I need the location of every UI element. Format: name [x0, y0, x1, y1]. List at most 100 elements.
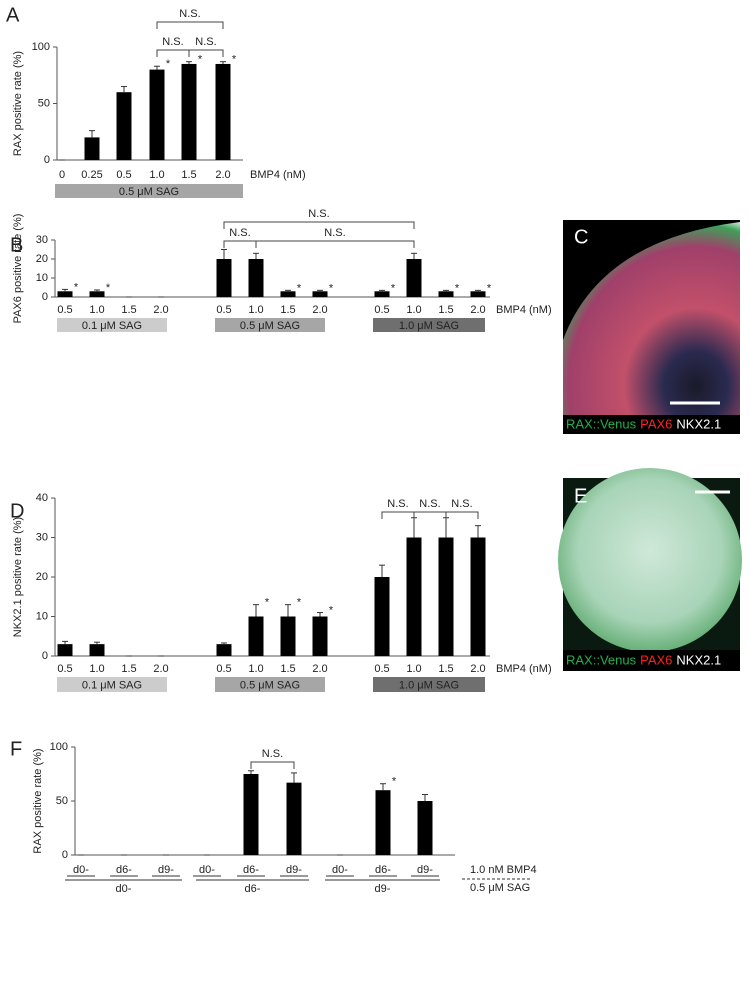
x-tick-label: d6-: [243, 864, 259, 876]
significance-star: *: [329, 282, 334, 294]
group-box: [57, 677, 167, 692]
group-label: 1.0 μM SAG: [399, 679, 459, 691]
x-tick-label: 1.0: [89, 663, 104, 675]
significance-star: *: [198, 54, 203, 66]
condition-label: 0.5 μM SAG: [470, 882, 530, 894]
y-axis-label: RAX positive rate (%): [32, 748, 44, 853]
group-label: d9-: [375, 883, 391, 895]
x-tick-label: 0.5: [57, 304, 72, 316]
bracket-label: N.S.: [308, 208, 329, 220]
bar: [57, 644, 73, 656]
bar: [243, 774, 259, 855]
bar: [216, 644, 232, 656]
significance-star: *: [392, 776, 397, 788]
bracket: [255, 240, 415, 248]
panel-letter: D: [10, 500, 24, 522]
panel-letter: F: [10, 738, 22, 760]
bar: [280, 291, 296, 297]
x-tick-label: 2.0: [470, 304, 485, 316]
y-tick-label: 10: [36, 610, 48, 622]
bar: [280, 616, 296, 656]
image-c-legend: [563, 415, 740, 434]
x-tick-label: 1.0: [149, 169, 164, 181]
bar: [116, 92, 132, 160]
y-tick-label: 50: [38, 97, 50, 109]
group-label: 1.0 μM SAG: [399, 320, 459, 332]
group-box: [373, 318, 485, 332]
bracket: [250, 761, 295, 769]
bar: [374, 577, 390, 656]
y-tick-label: 30: [36, 234, 48, 246]
y-tick-label: 20: [36, 571, 48, 583]
image-c: [563, 222, 740, 415]
channel-label: NKX2.1: [676, 416, 721, 431]
bracket: [156, 21, 224, 29]
y-tick-label: 100: [50, 741, 68, 753]
x-tick-label: 0.5: [374, 663, 389, 675]
bar: [438, 291, 454, 297]
x-tick-label: 0.5: [216, 304, 231, 316]
condition-label: 1.0 nM BMP4: [470, 864, 537, 876]
y-tick-label: 100: [32, 41, 50, 53]
x-tick-label: 2.0: [215, 169, 230, 181]
x-tick-label: d0-: [332, 864, 348, 876]
x-tick-label: 2.0: [312, 304, 327, 316]
y-tick-label: 20: [36, 253, 48, 265]
x-axis-label: BMP4 (nM): [496, 304, 552, 316]
significance-star: *: [391, 282, 396, 294]
x-tick-label: d0-: [199, 864, 215, 876]
bar: [149, 69, 165, 160]
y-tick-label: 0: [42, 650, 48, 662]
bar: [417, 801, 433, 855]
x-tick-label: 0.25: [81, 169, 102, 181]
bar: [215, 63, 231, 161]
y-tick-label: 50: [56, 795, 68, 807]
image-e: [558, 468, 742, 652]
bracket-label: N.S.: [419, 498, 440, 510]
bar: [406, 259, 422, 297]
group-label: d6-: [245, 883, 261, 895]
x-tick-label: 0: [59, 169, 65, 181]
bar: [470, 291, 486, 297]
x-tick-label: d6-: [116, 864, 132, 876]
group-label: 0.5 μM SAG: [240, 679, 300, 691]
x-tick-label: d9-: [158, 864, 174, 876]
group-label: 0.5 μM SAG: [119, 186, 179, 198]
x-tick-label: 1.0: [248, 304, 263, 316]
bar: [57, 291, 73, 297]
channel-label: NKX2.1: [676, 652, 721, 667]
bracket: [445, 511, 479, 519]
x-axis-label: BMP4 (nM): [250, 169, 306, 181]
x-tick-label: 2.0: [153, 304, 168, 316]
y-axis-label: NKX2.1 positive rate (%): [12, 517, 24, 637]
panel-letter: C: [574, 226, 588, 248]
x-tick-label: 1.0: [406, 663, 421, 675]
y-tick-label: 0: [42, 291, 48, 303]
channel-label: PAX6: [640, 652, 672, 667]
y-tick-label: 0: [44, 154, 50, 166]
bar: [406, 537, 422, 656]
y-tick-label: 40: [36, 492, 48, 504]
x-tick-label: d6-: [375, 864, 391, 876]
bar: [286, 782, 302, 855]
bar: [470, 537, 486, 656]
group-box: [55, 184, 243, 198]
significance-star: *: [74, 281, 79, 293]
significance-star: *: [329, 604, 334, 616]
bar: [374, 291, 390, 297]
panel-letter: B: [10, 234, 23, 256]
bar: [89, 291, 105, 297]
y-axis-label: PAX6 positive rate (%): [12, 214, 24, 324]
x-tick-label: 1.5: [121, 663, 136, 675]
group-box: [373, 677, 485, 692]
bar: [375, 790, 391, 855]
bracket: [188, 49, 224, 57]
bar: [89, 644, 105, 656]
bracket-label: N.S.: [162, 36, 183, 48]
group-label: 0.5 μM SAG: [240, 320, 300, 332]
significance-star: *: [265, 597, 270, 609]
x-tick-label: d0-: [73, 864, 89, 876]
x-tick-label: d9-: [417, 864, 433, 876]
channel-label: RAX::Venus: [566, 652, 637, 667]
x-tick-label: 1.5: [438, 304, 453, 316]
